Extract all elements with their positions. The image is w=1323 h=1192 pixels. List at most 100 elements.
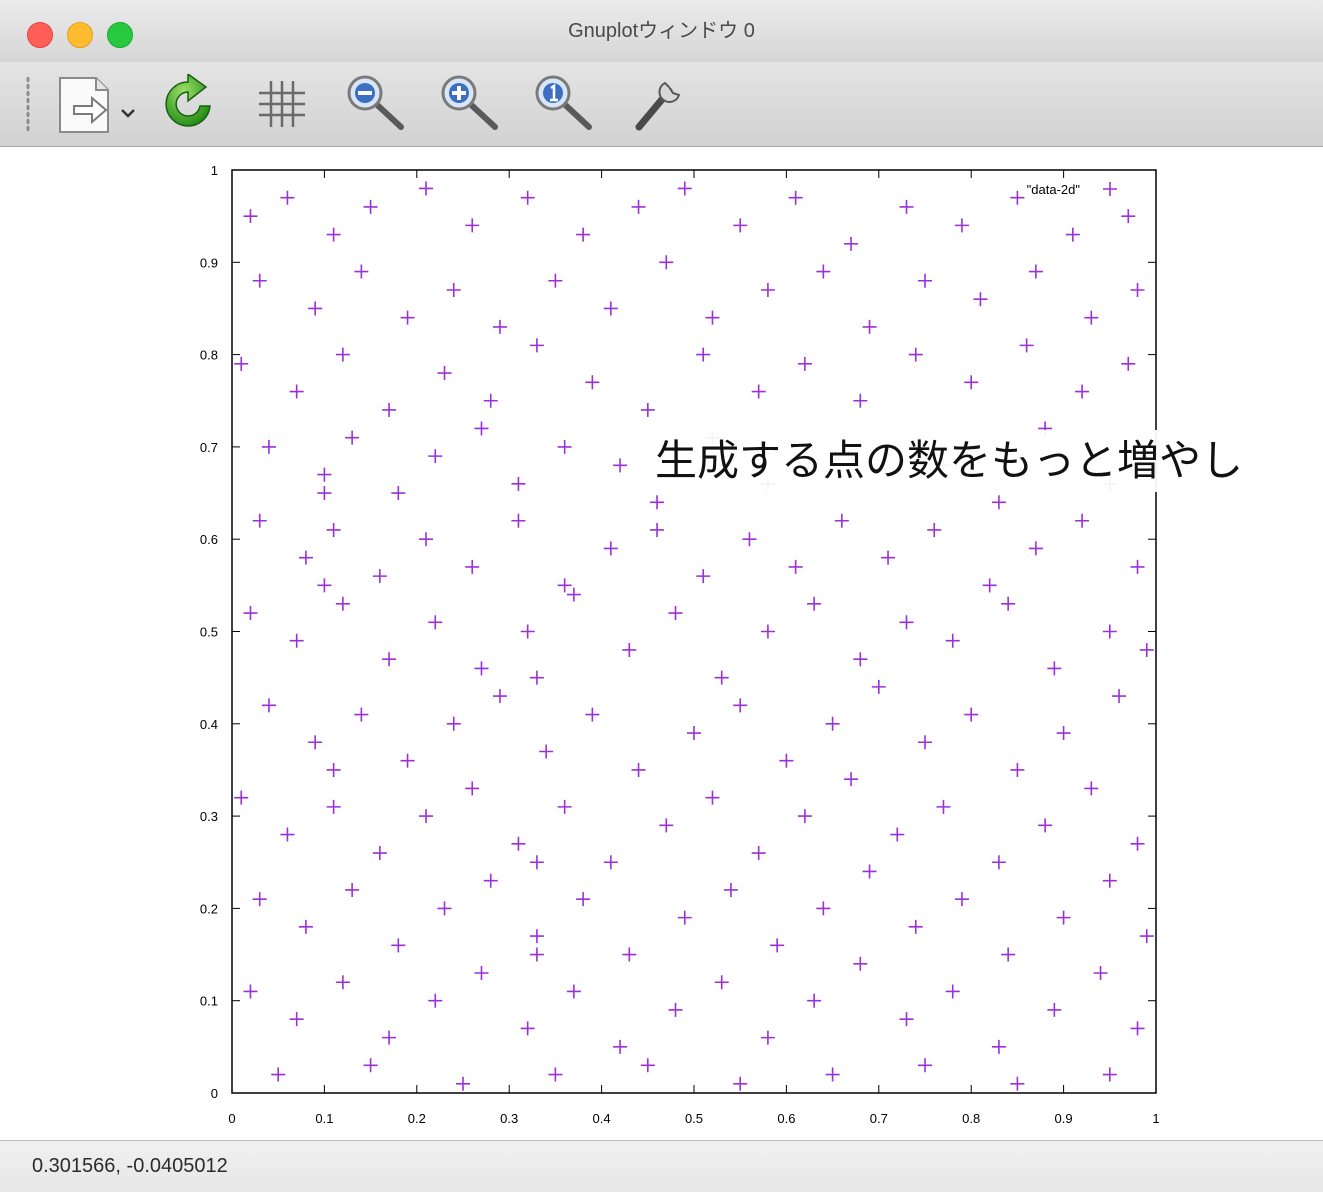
data-point [1075, 513, 1090, 528]
data-point [529, 670, 544, 685]
data-point [862, 319, 877, 334]
x-tick-label: 0 [228, 1111, 235, 1126]
data-point [289, 1012, 304, 1027]
data-point [1001, 596, 1016, 611]
data-point [391, 486, 406, 501]
data-point [271, 1067, 286, 1082]
data-point [326, 762, 341, 777]
data-point [548, 273, 563, 288]
data-point [862, 864, 877, 879]
y-tick-label: 0.7 [200, 440, 218, 455]
replot-button[interactable] [152, 70, 224, 138]
zoom-out-icon [347, 75, 404, 130]
data-point [844, 772, 859, 787]
data-point [520, 1021, 535, 1036]
data-point [871, 679, 886, 694]
zoom-reset-button[interactable] [528, 70, 600, 138]
close-window-button[interactable] [27, 22, 53, 48]
data-point [807, 596, 822, 611]
data-point [557, 578, 572, 593]
y-tick-label: 0 [211, 1086, 218, 1101]
data-point [391, 938, 406, 953]
data-point [991, 855, 1006, 870]
plot-area[interactable]: 0 0.1 0.2 0.3 0.4 0.5 0.6 0.7 0.8 0.9 1 0 0.1 0.2 0.3 0… [0, 147, 1323, 1140]
preferences-button[interactable] [622, 70, 694, 138]
data-point [797, 356, 812, 371]
data-point [650, 522, 665, 537]
data-point [243, 209, 258, 224]
data-point [714, 670, 729, 685]
data-point [243, 984, 258, 999]
data-point [631, 762, 646, 777]
data-point [511, 513, 526, 528]
data-point [419, 532, 434, 547]
data-point [557, 439, 572, 454]
data-point [788, 190, 803, 205]
x-tick-label: 0.7 [870, 1111, 888, 1126]
data-point [1084, 310, 1099, 325]
plot-border [231, 169, 1157, 1094]
data-point [908, 347, 923, 362]
window-title: Gnuplotウィンドウ 0 [568, 20, 755, 42]
data-point [483, 873, 498, 888]
data-point [825, 716, 840, 731]
data-point [1075, 384, 1090, 399]
status-bar: 0.301566, -0.0405012 [0, 1140, 1323, 1192]
data-point [1112, 689, 1127, 704]
y-tick-label: 0.9 [200, 255, 218, 270]
data-point [1010, 1076, 1025, 1091]
minimize-window-button[interactable] [67, 22, 93, 48]
data-point [733, 1076, 748, 1091]
data-point [419, 181, 434, 196]
data-point [899, 199, 914, 214]
data-point [1047, 1002, 1062, 1017]
data-point [529, 947, 544, 962]
data-point [1019, 338, 1034, 353]
grid-toggle-button[interactable] [246, 70, 318, 138]
toolbar-grip [26, 76, 30, 132]
data-point [234, 790, 249, 805]
data-point [428, 615, 443, 630]
data-point [742, 532, 757, 547]
data-point [603, 541, 618, 556]
data-point [779, 753, 794, 768]
data-point [853, 393, 868, 408]
data-point [465, 781, 480, 796]
data-point [613, 1039, 628, 1054]
scatter-chart[interactable]: 0 0.1 0.2 0.3 0.4 0.5 0.6 0.7 0.8 0.9 1 0 0.1 0.2 0.3 0… [0, 147, 1323, 1140]
data-point [252, 513, 267, 528]
x-tick-label: 0.8 [962, 1111, 980, 1126]
zoom-in-button[interactable] [434, 70, 506, 138]
x-tick-label: 0.4 [593, 1111, 611, 1126]
data-point [289, 384, 304, 399]
data-point [751, 846, 766, 861]
data-point [363, 1058, 378, 1073]
zoom-out-button[interactable] [340, 70, 412, 138]
data-point [308, 735, 323, 750]
data-point [1102, 1067, 1117, 1082]
refresh-icon [165, 74, 211, 127]
data-point [382, 1030, 397, 1045]
data-point [465, 559, 480, 574]
y-tick-label: 0.3 [200, 809, 218, 824]
data-point [760, 1030, 775, 1045]
data-point [1093, 966, 1108, 981]
data-point [918, 273, 932, 288]
data-point [1130, 1021, 1145, 1036]
data-point [234, 356, 249, 371]
data-point [529, 929, 544, 944]
data-point [954, 892, 969, 907]
zoom-in-icon [441, 75, 498, 130]
data-point [603, 855, 618, 870]
data-point [566, 984, 581, 999]
data-point [1130, 559, 1145, 574]
x-tick-label: 0.3 [500, 1111, 518, 1126]
data-point [474, 421, 489, 436]
data-point [899, 1012, 914, 1027]
x-tick-label: 0.6 [777, 1111, 795, 1126]
data-point [1056, 910, 1071, 925]
data-point [677, 910, 692, 925]
data-point [483, 393, 498, 408]
maximize-window-button[interactable] [107, 22, 133, 48]
export-menu-button[interactable] [50, 70, 150, 138]
